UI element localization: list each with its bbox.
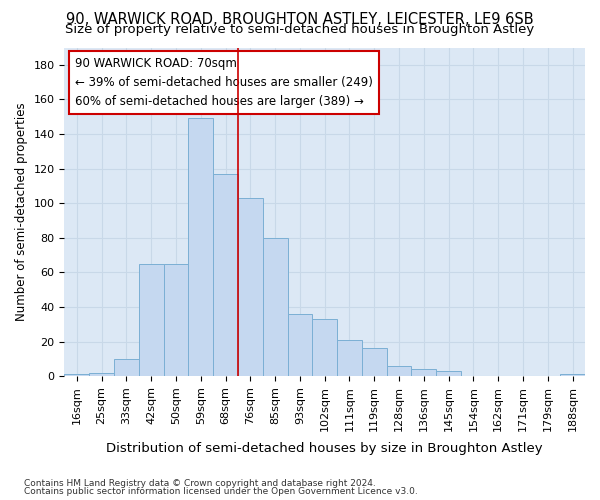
Bar — [64, 374, 89, 376]
Bar — [313, 319, 337, 376]
Text: Contains HM Land Registry data © Crown copyright and database right 2024.: Contains HM Land Registry data © Crown c… — [24, 478, 376, 488]
Bar — [337, 340, 362, 376]
Bar — [164, 264, 188, 376]
Bar — [263, 238, 287, 376]
Bar — [139, 264, 164, 376]
Bar — [213, 174, 238, 376]
Y-axis label: Number of semi-detached properties: Number of semi-detached properties — [15, 102, 28, 321]
Bar — [89, 372, 114, 376]
Bar — [436, 371, 461, 376]
Bar — [412, 369, 436, 376]
Text: 90, WARWICK ROAD, BROUGHTON ASTLEY, LEICESTER, LE9 6SB: 90, WARWICK ROAD, BROUGHTON ASTLEY, LEIC… — [66, 12, 534, 28]
Bar — [362, 348, 386, 376]
Text: Contains public sector information licensed under the Open Government Licence v3: Contains public sector information licen… — [24, 487, 418, 496]
Text: 90 WARWICK ROAD: 70sqm
← 39% of semi-detached houses are smaller (249)
60% of se: 90 WARWICK ROAD: 70sqm ← 39% of semi-det… — [75, 58, 373, 108]
Bar — [560, 374, 585, 376]
X-axis label: Distribution of semi-detached houses by size in Broughton Astley: Distribution of semi-detached houses by … — [106, 442, 543, 455]
Text: Size of property relative to semi-detached houses in Broughton Astley: Size of property relative to semi-detach… — [65, 22, 535, 36]
Bar — [386, 366, 412, 376]
Bar — [188, 118, 213, 376]
Bar — [287, 314, 313, 376]
Bar — [238, 198, 263, 376]
Bar — [114, 359, 139, 376]
